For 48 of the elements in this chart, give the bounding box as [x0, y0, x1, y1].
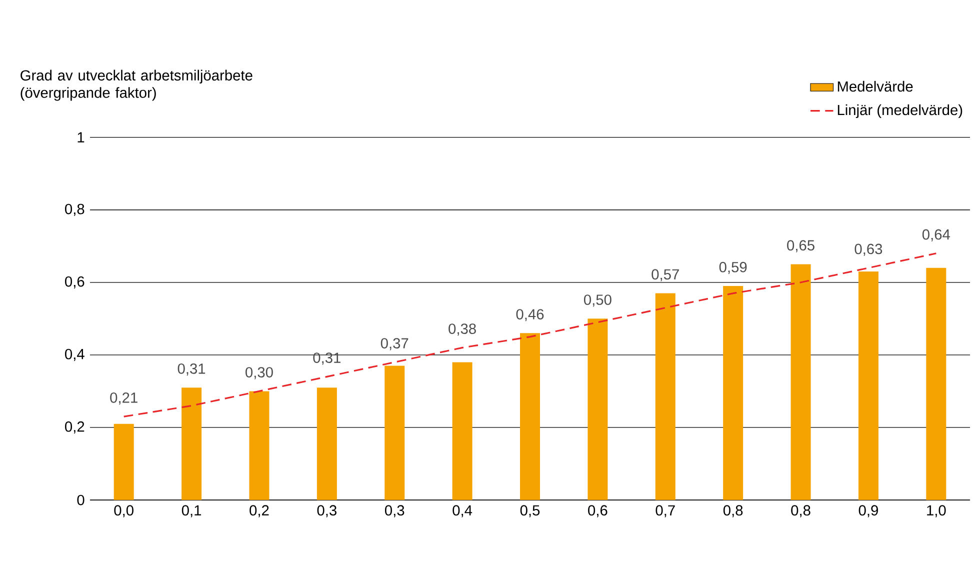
bar: [655, 293, 676, 500]
data-label: 0,38: [448, 324, 476, 336]
y-tick-label: 0: [77, 494, 84, 506]
bar: [249, 391, 270, 500]
x-tick-label: 0,2: [250, 505, 269, 518]
legend-label: Linjär (medelvärde): [838, 104, 962, 118]
data-label: 0,65: [787, 240, 814, 252]
bar: [452, 362, 472, 500]
bar: [316, 388, 337, 500]
data-label: 0,30: [246, 367, 273, 380]
y-tick-label: 0,2: [65, 421, 84, 434]
y-axis-title: Grad av utvecklat arbetsmiljöarbete (övergripande faktor): [20, 70, 252, 101]
y-tick-label: 1: [78, 132, 84, 142]
data-label: 0,57: [652, 269, 679, 282]
x-tick-label: 0,8: [791, 505, 810, 518]
bar: [384, 366, 405, 500]
x-tick-label: 1,0: [927, 505, 946, 518]
x-tick-label: 0,9: [858, 505, 878, 518]
x-tick-label: 0,8: [723, 505, 743, 518]
bar: [114, 424, 134, 500]
x-tick-label: 0,3: [317, 505, 336, 518]
x-tick-label: 0,7: [656, 505, 675, 518]
bar: [858, 272, 878, 500]
bar: [790, 264, 811, 500]
x-tick-label: 0,4: [452, 505, 472, 518]
bar: [723, 286, 744, 500]
bar: [520, 333, 540, 500]
data-label: 0,46: [516, 309, 544, 322]
bar: [588, 318, 608, 500]
bar: [182, 388, 202, 500]
x-tick-label: 0,3: [384, 505, 404, 518]
data-label: 0,21: [110, 392, 138, 405]
legend-label: Medelvärde: [838, 80, 913, 92]
x-tick-label: 0,5: [520, 505, 540, 518]
x-tick-label: 0,1: [182, 505, 202, 518]
y-tick-label: 0,8: [65, 204, 84, 216]
y-tick-label: 0,6: [65, 276, 84, 288]
data-label: 0,50: [584, 294, 612, 307]
bar: [926, 268, 946, 500]
data-label: 0,64: [922, 229, 950, 242]
data-label: 0,59: [719, 262, 747, 274]
x-tick-label: 0,0: [114, 505, 134, 518]
data-label: 0,37: [380, 338, 408, 350]
data-label: 0,63: [854, 244, 882, 256]
x-tick-label: 0,6: [588, 505, 608, 518]
data-label: 0,31: [313, 352, 340, 365]
y-tick-label: 0,4: [65, 348, 84, 361]
data-label: 0,31: [178, 363, 206, 376]
